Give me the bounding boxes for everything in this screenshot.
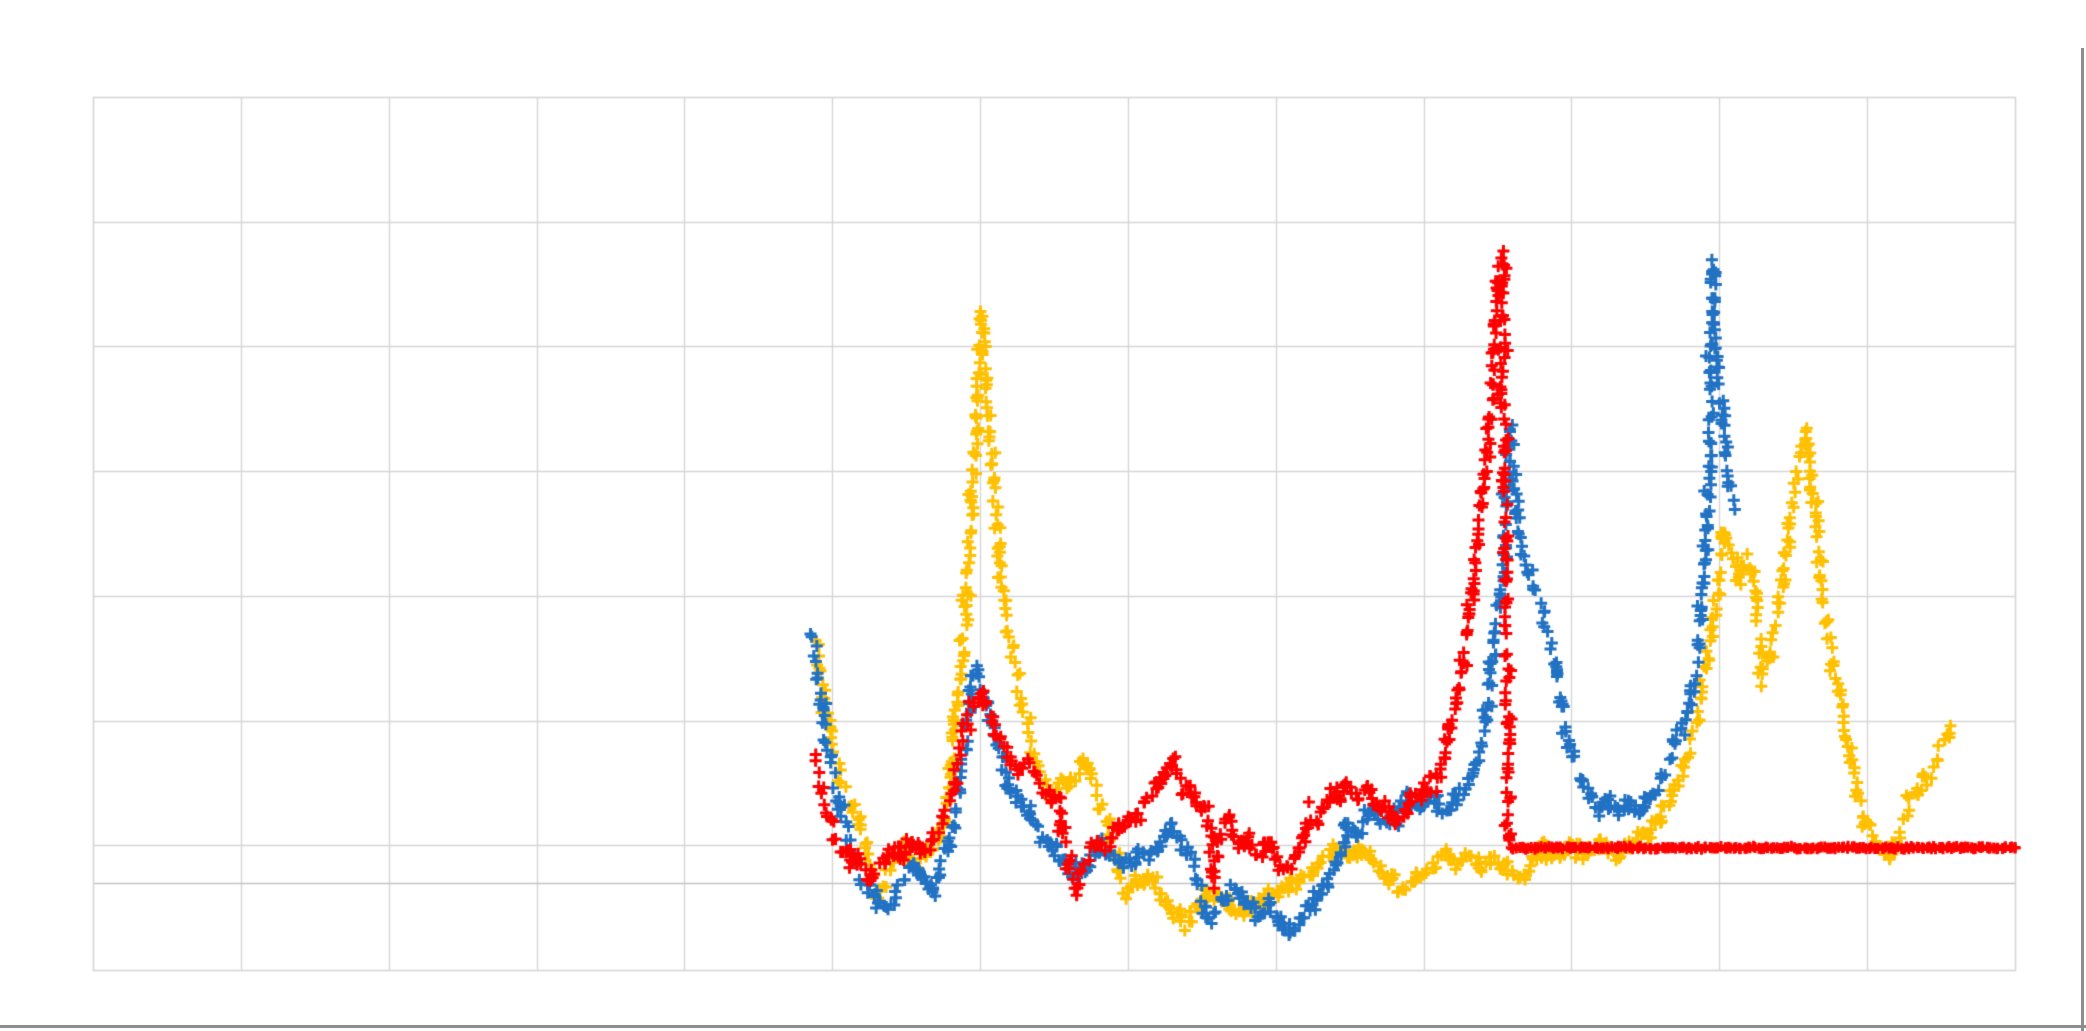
window-edge-bottom	[0, 1025, 2086, 1028]
window-edge-right	[2081, 48, 2084, 1031]
